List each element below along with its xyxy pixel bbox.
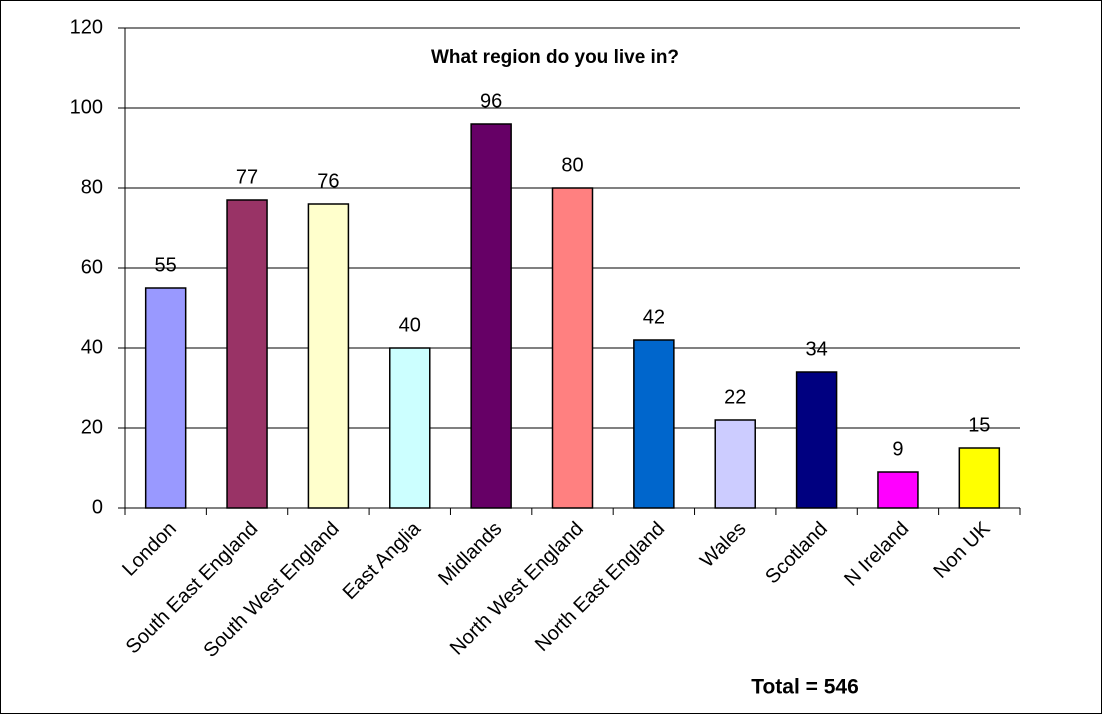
data-label: 80 — [561, 154, 583, 176]
bar — [470, 123, 512, 509]
bar — [144, 287, 187, 509]
data-label: 96 — [480, 90, 502, 112]
y-tick-label: 60 — [81, 256, 103, 278]
data-label: 55 — [155, 254, 177, 276]
y-tick-label: 40 — [81, 336, 103, 358]
chart-title: What region do you live in? — [431, 47, 679, 68]
bar — [958, 447, 1001, 509]
data-label: 15 — [968, 414, 990, 436]
bar — [307, 203, 350, 509]
data-label: 42 — [643, 306, 665, 328]
bar — [633, 339, 675, 509]
data-label: 40 — [399, 314, 421, 336]
data-label: 9 — [892, 438, 903, 460]
bar — [877, 471, 919, 509]
y-tick-label: 120 — [70, 16, 103, 38]
bar — [714, 419, 756, 509]
bar — [226, 199, 268, 509]
annotation: Total = 546 — [751, 676, 859, 699]
y-tick-label: 100 — [70, 96, 103, 118]
data-label: 77 — [236, 166, 258, 188]
y-tick-label: 0 — [92, 496, 103, 518]
data-label: 22 — [724, 386, 746, 408]
data-label: 76 — [317, 170, 339, 192]
y-tick-label: 20 — [81, 416, 103, 438]
y-tick-label: 80 — [81, 176, 103, 198]
data-label: 34 — [805, 338, 827, 360]
bar — [795, 371, 838, 509]
bar — [389, 347, 431, 509]
bar — [551, 187, 594, 509]
